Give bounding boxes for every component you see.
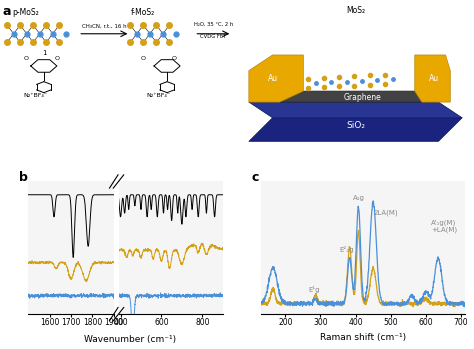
Polygon shape bbox=[280, 91, 446, 102]
Text: O: O bbox=[172, 56, 177, 61]
Text: Au: Au bbox=[267, 74, 278, 83]
Text: c: c bbox=[251, 171, 259, 184]
Polygon shape bbox=[249, 55, 303, 102]
Text: b: b bbox=[19, 171, 28, 184]
Text: E²₂g: E²₂g bbox=[339, 246, 354, 253]
Text: O: O bbox=[24, 56, 29, 61]
Text: 1: 1 bbox=[43, 50, 47, 56]
Text: H₂O, 35 °C, 2 h: H₂O, 35 °C, 2 h bbox=[194, 22, 233, 27]
Polygon shape bbox=[249, 102, 462, 118]
Text: a: a bbox=[2, 5, 11, 18]
X-axis label: Raman shift (cm⁻¹): Raman shift (cm⁻¹) bbox=[319, 333, 406, 342]
Text: A₁g: A₁g bbox=[353, 195, 365, 201]
Text: N₂⁺BF₄⁻: N₂⁺BF₄⁻ bbox=[147, 92, 171, 98]
Text: 2LA(M): 2LA(M) bbox=[373, 209, 398, 216]
Text: Wavenumber (cm⁻¹): Wavenumber (cm⁻¹) bbox=[84, 335, 176, 344]
Text: N₂⁺BF₄⁻: N₂⁺BF₄⁻ bbox=[24, 92, 47, 98]
Text: E¹g: E¹g bbox=[309, 285, 320, 292]
Text: O: O bbox=[141, 56, 146, 61]
Text: SiO₂: SiO₂ bbox=[346, 121, 365, 130]
Text: Graphene: Graphene bbox=[344, 92, 382, 102]
Text: f-MoS₂: f-MoS₂ bbox=[130, 8, 155, 17]
Text: O: O bbox=[55, 56, 60, 61]
Polygon shape bbox=[249, 118, 462, 141]
Text: p-MoS₂: p-MoS₂ bbox=[12, 8, 38, 17]
Text: Au: Au bbox=[428, 74, 439, 83]
Text: CVDG FET: CVDG FET bbox=[200, 35, 227, 39]
Text: CH₃CN, r.t., 16 h: CH₃CN, r.t., 16 h bbox=[82, 23, 127, 29]
Text: A'₁g(M)
+LA(M): A'₁g(M) +LA(M) bbox=[431, 219, 457, 233]
Text: MoS₂: MoS₂ bbox=[346, 6, 365, 15]
Polygon shape bbox=[415, 55, 450, 102]
